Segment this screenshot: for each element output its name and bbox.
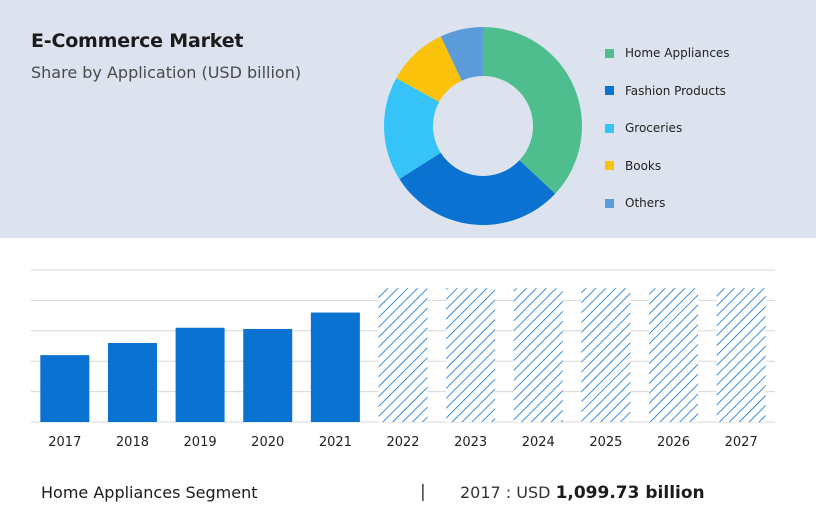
slice-groceries xyxy=(384,78,441,180)
segment-label: Home Appliances Segment xyxy=(41,483,258,502)
segment-amount: 1,099.73 billion xyxy=(555,483,705,503)
legend-label: Others xyxy=(625,196,666,210)
bar-2021 xyxy=(310,312,360,422)
slice-others xyxy=(440,27,483,81)
footer-divider: | xyxy=(420,482,426,502)
chart-subtitle: Share by Application (USD billion) xyxy=(31,63,302,82)
x-tick-label: 2023 xyxy=(454,435,487,450)
forecast-bar-2024 xyxy=(513,288,563,422)
legend-item-others: Others xyxy=(605,194,665,212)
donut-chart xyxy=(384,27,582,225)
legend-item-home-appliances: Home Appliances xyxy=(605,44,730,62)
bar-2018 xyxy=(107,342,157,422)
x-tick-label: 2027 xyxy=(725,435,758,450)
legend-swatch xyxy=(605,123,614,133)
forecast-bar-2023 xyxy=(446,288,496,422)
x-tick-label: 2017 xyxy=(48,435,81,450)
x-tick-label: 2026 xyxy=(657,435,690,450)
x-tick-label: 2021 xyxy=(319,435,352,450)
legend-label: Fashion Products xyxy=(625,83,726,98)
x-tick-label: 2018 xyxy=(116,435,149,450)
summary-panel: E-Commerce Market Share by Application (… xyxy=(0,0,816,238)
legend-swatch xyxy=(605,161,614,170)
legend-label: Books xyxy=(625,158,662,173)
legend-item-books: Books xyxy=(605,157,661,175)
slice-fashion-products xyxy=(399,152,556,225)
legend-item-groceries: Groceries xyxy=(605,119,682,137)
bar-2019 xyxy=(175,327,225,422)
legend-swatch xyxy=(605,86,614,95)
legend-item-fashion-products: Fashion Products xyxy=(605,82,726,100)
legend-swatch xyxy=(605,48,614,58)
legend-label: Home Appliances xyxy=(625,46,730,60)
forecast-bar-2025 xyxy=(581,288,631,422)
bar-2020 xyxy=(243,328,293,422)
x-tick-label: 2025 xyxy=(589,435,622,450)
x-tick-label: 2024 xyxy=(522,435,555,450)
segment-year-prefix: 2017 : USD xyxy=(460,483,551,502)
legend-swatch xyxy=(605,198,614,208)
slice-books xyxy=(396,36,462,102)
forecast-bar-2022 xyxy=(378,288,428,422)
chart-title: E-Commerce Market xyxy=(31,30,244,52)
slice-home-appliances xyxy=(483,27,582,194)
bar-chart: 2017 2018 2019 2020 2021 2022 2023 2024 2025 2026… xyxy=(31,269,775,450)
legend-label: Groceries xyxy=(625,121,683,135)
bar-2017 xyxy=(40,355,90,422)
segment-value: 2017 : USD 1,099.73 billion xyxy=(460,483,705,503)
x-tick-label: 2019 xyxy=(184,435,217,450)
x-tick-label: 2020 xyxy=(251,435,284,450)
x-tick-label: 2022 xyxy=(386,435,419,450)
forecast-bar-2026 xyxy=(649,288,699,422)
forecast-bar-2027 xyxy=(716,288,766,422)
